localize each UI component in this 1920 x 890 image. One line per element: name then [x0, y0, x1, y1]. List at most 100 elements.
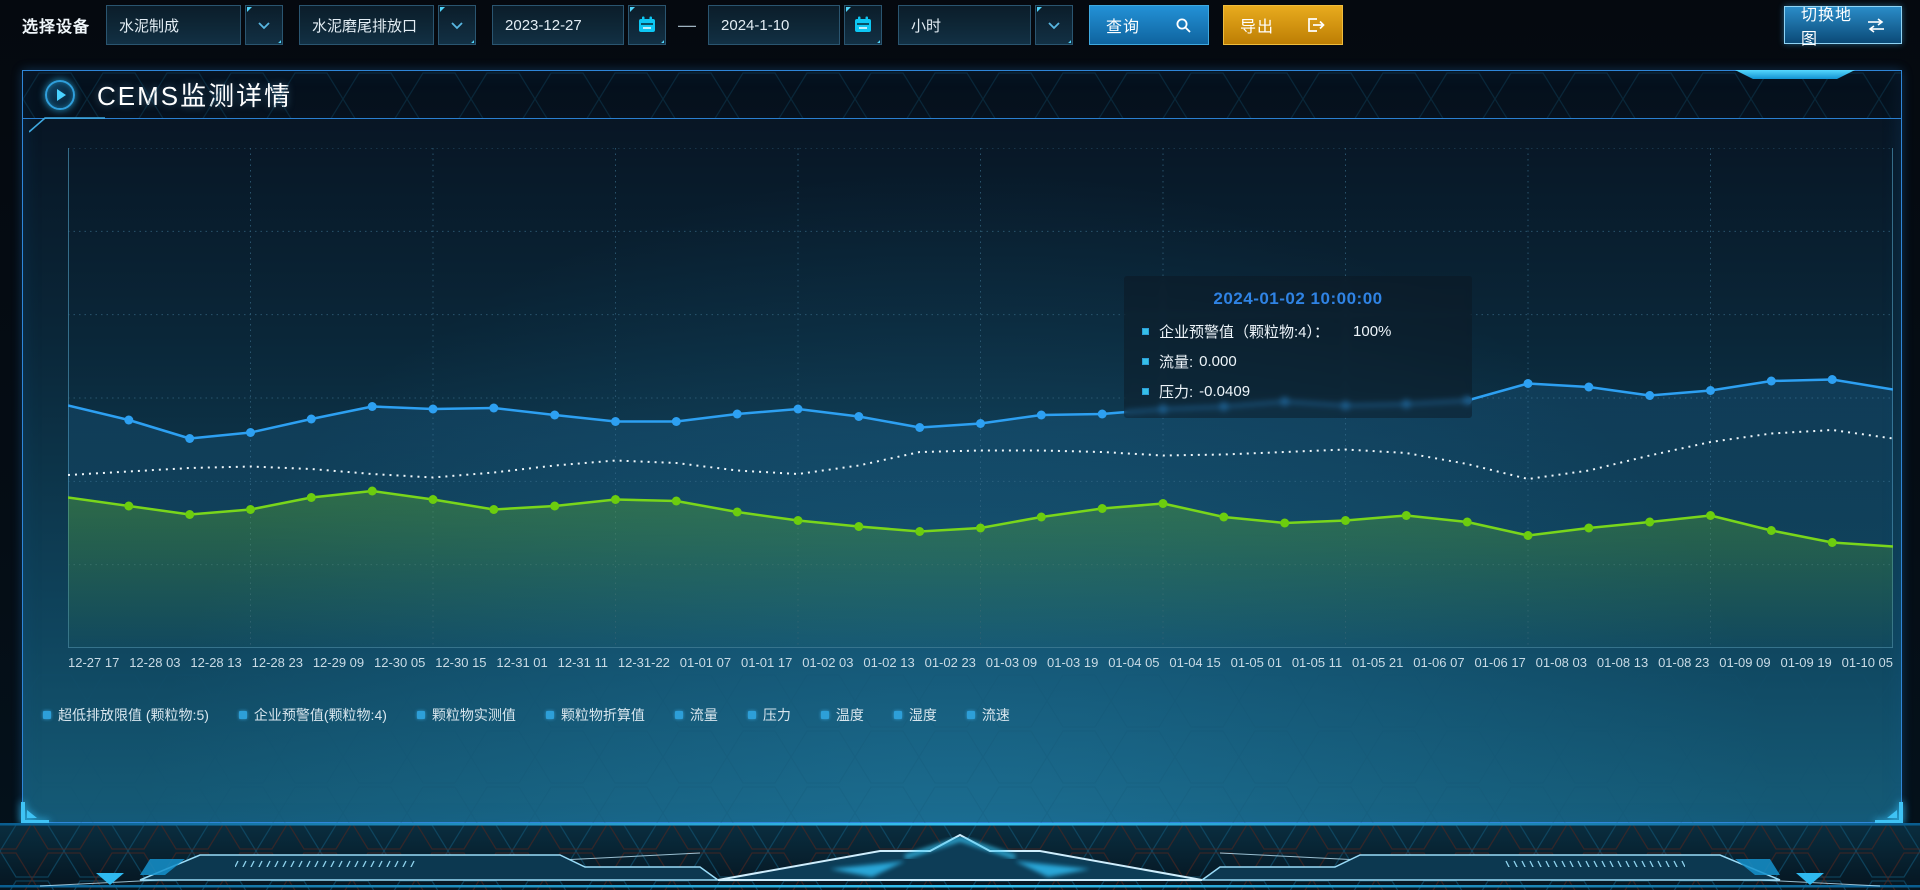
- x-axis-tick: 12-30 15: [435, 655, 487, 670]
- export-button-label: 导出: [1240, 19, 1275, 36]
- query-button-label: 查询: [1106, 19, 1141, 36]
- interval-select-arrow[interactable]: [1035, 5, 1074, 45]
- process-select[interactable]: 水泥制成: [106, 5, 284, 45]
- process-select-arrow[interactable]: [245, 5, 284, 45]
- x-axis-tick: 01-08 23: [1658, 655, 1710, 670]
- chevron-down-icon: [451, 21, 463, 29]
- blue-line-point: [550, 410, 560, 420]
- legend-item[interactable]: 颗粒物实测值: [416, 705, 516, 725]
- x-axis-tick: 01-03 09: [985, 655, 1038, 670]
- query-button[interactable]: 查询: [1089, 5, 1210, 45]
- export-button[interactable]: 导出: [1223, 5, 1344, 45]
- panel-header: CEMS监测详情: [23, 70, 1901, 133]
- green-line-point: [1523, 531, 1533, 540]
- outlet-select-arrow[interactable]: [438, 5, 477, 45]
- blue-line-point: [124, 415, 134, 425]
- swap-arrows-icon: [1867, 17, 1884, 33]
- legend-item[interactable]: 压力: [747, 705, 791, 725]
- x-axis-tick: 01-08 03: [1535, 655, 1587, 670]
- x-axis-tick: 01-04 05: [1108, 655, 1160, 670]
- green-line-point: [489, 505, 499, 514]
- blue-line-point: [915, 423, 925, 432]
- x-axis-tick: 01-10 05: [1841, 655, 1893, 670]
- legend-marker-icon: [416, 711, 425, 719]
- end-date-calendar[interactable]: [844, 5, 883, 45]
- blue-line-point: [1036, 410, 1046, 420]
- green-line-point: [1401, 511, 1411, 520]
- header-corner-decoration: [29, 117, 105, 133]
- header-notch-accent: [1735, 70, 1855, 79]
- footer-decoration: [0, 823, 1920, 890]
- green-line-point: [1584, 523, 1594, 533]
- x-axis-tick: 12-29 09: [312, 655, 365, 670]
- legend-label: 流量: [689, 707, 718, 723]
- interval-select[interactable]: 小时: [898, 5, 1074, 45]
- x-axis-tick: 01-05 11: [1291, 655, 1343, 670]
- blue-line-point: [1827, 375, 1837, 384]
- tooltip-row-value: 100%: [1353, 323, 1392, 340]
- legend-item[interactable]: 超低排放限值 (颗粒物:5): [43, 705, 209, 725]
- date-range-separator: —: [678, 14, 697, 35]
- outlet-select[interactable]: 水泥磨尾排放口: [299, 5, 477, 45]
- blue-line-point: [1706, 386, 1715, 395]
- x-axis-tick: 01-04 15: [1169, 655, 1221, 670]
- legend-item[interactable]: 颗粒物折算值: [545, 705, 645, 725]
- blue-line-point: [489, 403, 499, 413]
- process-select-value: 水泥制成: [106, 5, 242, 45]
- end-date-picker[interactable]: 2024-1-10: [708, 5, 883, 45]
- tooltip-rows: 企业预警值（颗粒物:4）： 100% 流量: 0.000 压力: -0.0409: [1142, 321, 1454, 402]
- series-marker-icon: [1142, 328, 1149, 335]
- legend-label: 企业预警值(颗粒物:4): [253, 707, 387, 723]
- x-axis-labels: 12-27 17 12-28 03 12-28 13 12-28 23 12-29 09…: [68, 655, 1893, 670]
- x-axis-tick: 12-31 01: [496, 655, 548, 670]
- legend-label: 湿度: [908, 707, 937, 723]
- search-icon: [1176, 18, 1191, 33]
- legend-item[interactable]: 流量: [674, 705, 718, 725]
- x-axis-tick: 01-06 17: [1474, 655, 1526, 670]
- tooltip-row-label: 企业预警值（颗粒物:4）：: [1159, 324, 1330, 341]
- green-line-point: [1766, 526, 1776, 535]
- legend-item[interactable]: 企业预警值(颗粒物:4): [238, 705, 387, 725]
- tooltip-row-label: 流量:: [1159, 354, 1194, 371]
- green-line-point: [1219, 512, 1229, 522]
- end-date-value: 2024-1-10: [708, 5, 841, 45]
- x-axis-tick: 01-01 17: [740, 655, 793, 670]
- green-line-point: [1462, 517, 1472, 527]
- switch-map-label: 切换地图: [1801, 7, 1853, 48]
- green-line-point: [246, 505, 255, 514]
- green-line-point: [1280, 518, 1290, 528]
- line-chart[interactable]: [68, 148, 1893, 648]
- blue-line-point: [1645, 391, 1655, 400]
- cems-monitor-panel: CEMS监测详情 12-27 17 12-28 03 12-28 13 12-28 2…: [21, 70, 1903, 824]
- green-line-point: [1827, 538, 1837, 547]
- chevron-down-icon: [1048, 21, 1060, 29]
- start-date-value: 2023-12-27: [492, 5, 625, 45]
- green-line-point: [611, 495, 620, 504]
- legend-item[interactable]: 流速: [966, 705, 1010, 725]
- legend-label: 超低排放限值 (颗粒物:5): [58, 707, 209, 723]
- legend-item[interactable]: 温度: [820, 705, 864, 725]
- series-marker-icon: [1142, 358, 1149, 365]
- blue-line-point: [976, 419, 985, 428]
- green-line-point: [1158, 499, 1168, 508]
- start-date-calendar[interactable]: [628, 5, 667, 45]
- green-line-area: [68, 491, 1893, 648]
- chart-legend: 超低排放限值 (颗粒物:5) 企业预警值(颗粒物:4) 颗粒物实测值 颗粒物折算值 流量…: [43, 705, 1010, 725]
- x-axis-tick: 01-02 03: [802, 655, 854, 670]
- green-line-point: [124, 501, 134, 511]
- tooltip-row-value: 0.000: [1199, 353, 1237, 370]
- blue-line-point: [611, 417, 620, 426]
- blue-line-point: [306, 414, 316, 424]
- tooltip-row: 流量: 0.000: [1142, 351, 1454, 372]
- legend-item[interactable]: 湿度: [893, 705, 937, 725]
- green-line-point: [671, 496, 681, 506]
- green-line-point: [550, 501, 560, 511]
- play-icon: [45, 79, 75, 110]
- switch-map-button[interactable]: 切换地图: [1784, 6, 1902, 48]
- green-line-point: [428, 495, 438, 504]
- start-date-picker[interactable]: 2023-12-27: [492, 5, 667, 45]
- blue-line-point: [367, 402, 377, 411]
- green-line-point: [976, 523, 985, 533]
- green-line-point: [854, 522, 864, 531]
- series-marker-icon: [1142, 388, 1149, 395]
